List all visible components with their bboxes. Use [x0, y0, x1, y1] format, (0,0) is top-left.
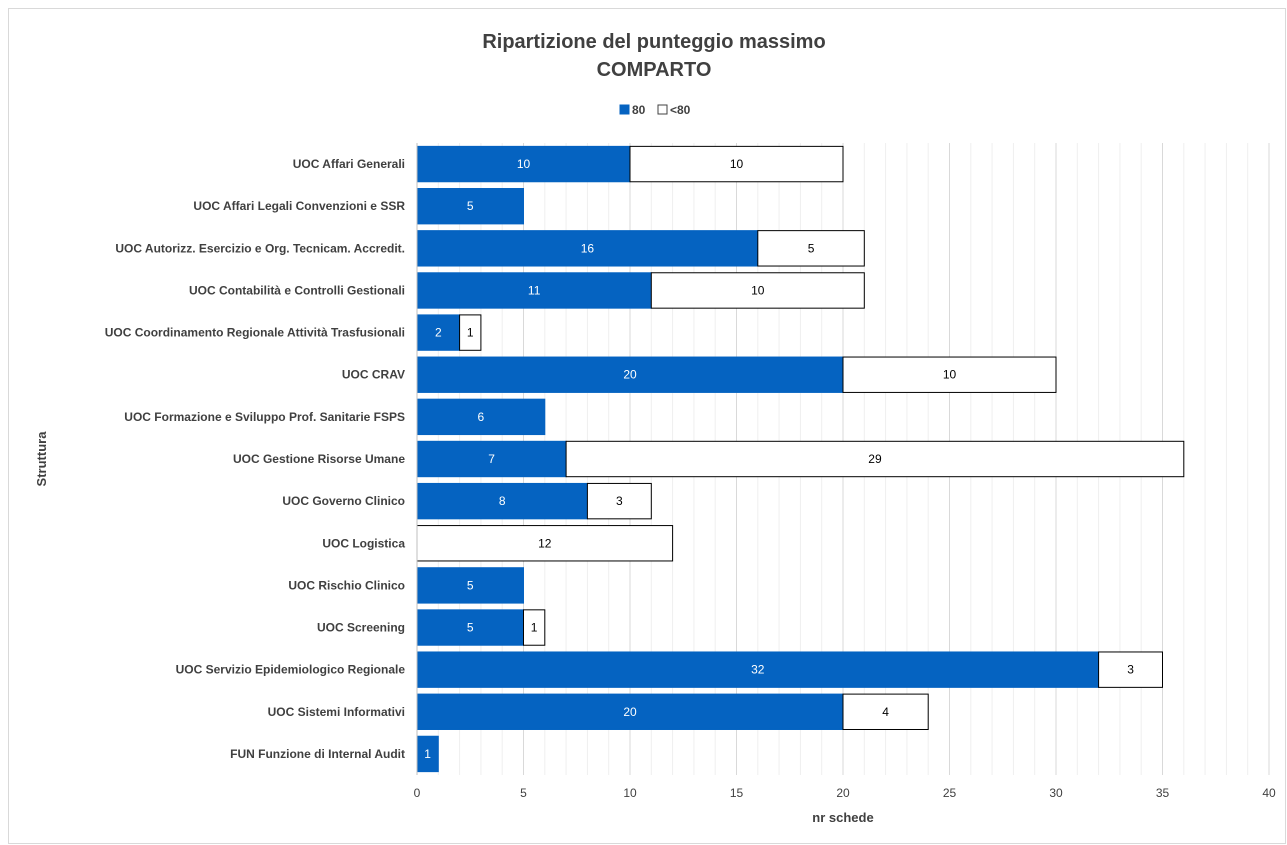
x-tick-label: 25 [943, 786, 957, 800]
data-label: 10 [943, 368, 957, 382]
x-tick-label: 15 [730, 786, 744, 800]
bar-segment-below-80 [842, 356, 1057, 393]
bar-segment-below-80 [586, 482, 652, 520]
data-label: 3 [1127, 663, 1134, 677]
bar-segment-80 [416, 188, 524, 225]
category-label: UOC Sistemi Informativi [268, 705, 405, 719]
x-tick-label: 35 [1156, 786, 1170, 800]
y-axis-label: Struttura [34, 431, 49, 487]
chart-title-line-1: Ripartizione del punteggio massimo [482, 31, 825, 53]
category-label: FUN Funzione di Internal Audit [230, 747, 405, 761]
category-label: UOC Rischio Clinico [288, 578, 405, 592]
data-label: 10 [730, 157, 744, 171]
x-tick-label: 30 [1049, 786, 1063, 800]
category-label: UOC Gestione Risorse Umane [233, 452, 405, 466]
category-label: UOC Screening [317, 621, 405, 635]
data-label: 5 [808, 241, 815, 255]
category-label: UOC Formazione e Sviluppo Prof. Sanitari… [124, 410, 405, 424]
category-label: UOC Coordinamento Regionale Attività Tra… [105, 326, 405, 340]
data-label: 12 [538, 536, 552, 550]
bar-segment-80 [416, 356, 844, 393]
x-tick-label: 40 [1262, 786, 1276, 800]
data-label: 10 [517, 157, 531, 171]
chart-title-line-2: COMPARTO [597, 59, 712, 81]
x-tick-label: 10 [623, 786, 637, 800]
category-label: UOC Contabilità e Controlli Gestionali [189, 283, 405, 297]
data-label: 1 [424, 747, 431, 761]
bar-segment-below-80 [1098, 651, 1163, 688]
category-label: UOC Governo Clinico [282, 494, 405, 508]
category-label: UOC Logistica [322, 536, 405, 550]
chart-frame [8, 8, 1286, 844]
data-label: 29 [868, 452, 882, 466]
category-labels: UOC Affari Generali UOC Affari Legali Con… [105, 157, 406, 761]
data-label: 7 [488, 452, 495, 466]
x-axis-label: nr schede [812, 810, 873, 825]
data-label: 8 [499, 494, 506, 508]
data-label: 5 [467, 199, 474, 213]
category-label: UOC Affari Legali Convenzioni e SSR [193, 199, 405, 213]
data-label: 3 [616, 494, 623, 508]
data-label: 20 [623, 368, 637, 382]
category-label: UOC CRAV [342, 368, 405, 382]
legend: 80 <80 [619, 103, 691, 117]
data-label: 10 [751, 283, 765, 297]
legend-swatch-below-80 [657, 104, 668, 115]
bar-segment-below-80 [523, 609, 546, 646]
bar-segment-80 [416, 567, 524, 604]
bar-segment-below-80 [757, 230, 865, 267]
bar-segment-below-80 [629, 145, 844, 183]
legend-label-80: 80 [632, 103, 646, 117]
bar-segment-80 [416, 314, 461, 351]
bar-segment-below-80 [842, 693, 929, 730]
data-label: 6 [478, 410, 485, 424]
bar-segment-80 [416, 609, 524, 646]
category-label: UOC Affari Generali [293, 157, 405, 171]
bar-segment-80 [416, 398, 546, 436]
legend-swatch-80 [619, 104, 630, 115]
bar-segment-80 [416, 651, 1100, 688]
legend-label-below-80: <80 [670, 103, 691, 117]
category-label: UOC Autorizz. Esercizio e Org. Tecnicam.… [115, 241, 405, 255]
bar-segment-80 [416, 230, 759, 267]
data-label: 20 [623, 705, 637, 719]
bar-segment-below-80 [650, 272, 865, 309]
data-label: 4 [882, 705, 889, 719]
bar-segment-80 [416, 482, 588, 520]
data-label: 5 [467, 578, 474, 592]
bar-segment-80 [416, 272, 652, 309]
data-label: 16 [581, 241, 595, 255]
data-label: 32 [751, 663, 765, 677]
chart-title: Ripartizione del punteggio massimo COMPA… [482, 31, 825, 81]
data-label: 1 [531, 621, 538, 635]
data-label: 11 [528, 283, 541, 297]
bar-segment-80 [416, 693, 844, 730]
data-label: 1 [467, 326, 474, 340]
x-tick-label: 0 [414, 786, 421, 800]
x-tick-label: 5 [520, 786, 527, 800]
bar-segment-below-80 [459, 314, 482, 351]
x-axis-ticks: 0 5 10 15 20 25 30 35 40 [414, 786, 1276, 800]
data-label: 2 [435, 326, 442, 340]
category-label: UOC Servizio Epidemiologico Regionale [176, 663, 406, 677]
x-tick-label: 20 [836, 786, 850, 800]
bar-segment-below-80 [565, 440, 1185, 478]
data-label: 5 [467, 621, 474, 635]
bars: 10 10 5 16 5 11 10 2 1 20 10 6 7 29 8 3 12 5 5 1 32 3 20 4 1 [416, 145, 1185, 773]
